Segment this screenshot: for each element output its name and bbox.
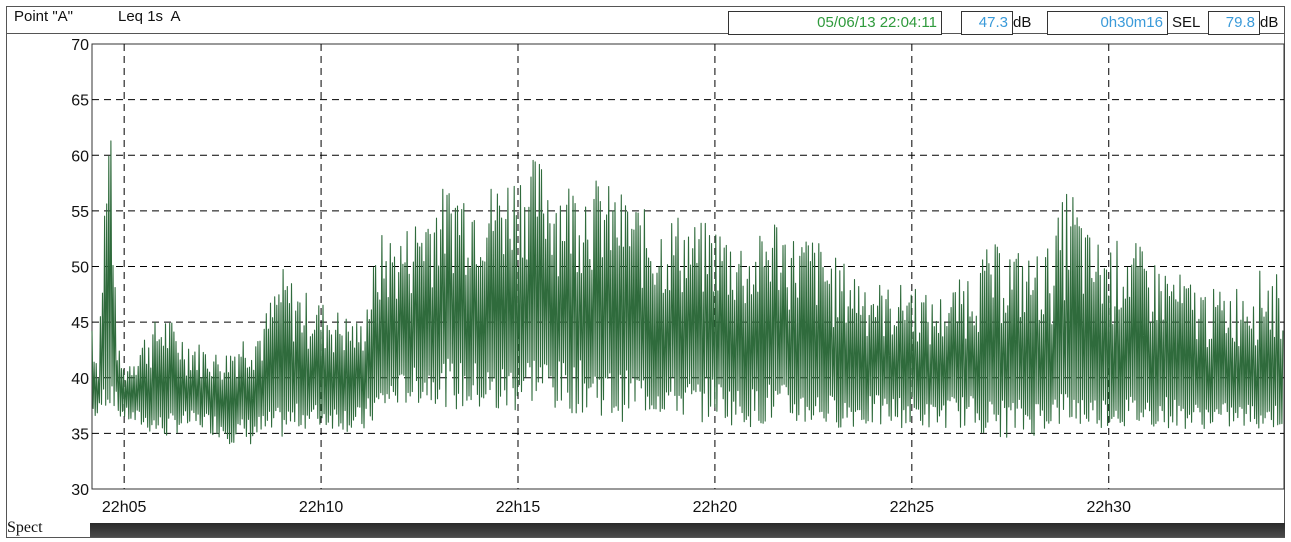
x-tick-label: 22h10 xyxy=(299,499,344,516)
y-tick-label: 70 xyxy=(71,37,89,54)
duration-readout: 0h30m16 xyxy=(1047,11,1168,35)
header-bar xyxy=(6,6,1285,34)
datetime-readout: 05/06/13 22:04:11 xyxy=(728,11,942,35)
y-tick-label: 45 xyxy=(71,315,89,332)
y-tick-label: 50 xyxy=(71,260,89,277)
leq-value-readout: 47.3 xyxy=(961,11,1013,35)
sel-value-readout: 79.8 xyxy=(1208,11,1260,35)
mode-label: Leq 1s A xyxy=(118,8,181,25)
x-tick-label: 22h05 xyxy=(102,499,147,516)
y-tick-label: 30 xyxy=(71,482,89,499)
x-tick-label: 22h15 xyxy=(496,499,541,516)
x-tick-label: 22h25 xyxy=(890,499,935,516)
y-tick-label: 60 xyxy=(71,148,89,165)
sel-label: SEL xyxy=(1172,14,1201,31)
y-tick-label: 35 xyxy=(71,426,89,443)
x-tick-label: 22h20 xyxy=(693,499,738,516)
x-tick-label: 22h30 xyxy=(1086,499,1131,516)
point-label: Point "A" xyxy=(14,8,74,25)
y-tick-label: 55 xyxy=(71,204,89,221)
leq-unit: dB xyxy=(1013,14,1032,31)
spect-label: Spect xyxy=(7,519,43,536)
spectrum-bar[interactable] xyxy=(90,523,1285,537)
y-tick-label: 65 xyxy=(71,93,89,110)
sel-unit: dB xyxy=(1260,14,1279,31)
leq-trace xyxy=(91,140,1284,445)
y-tick-label: 40 xyxy=(71,371,89,388)
